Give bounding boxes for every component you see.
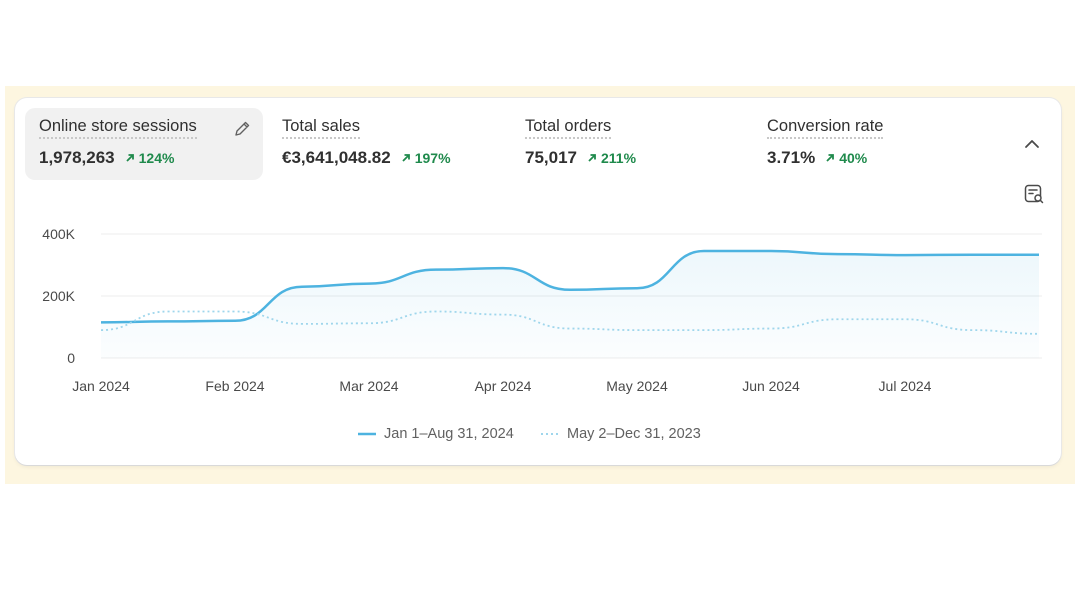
legend-item-previous[interactable]: May 2–Dec 31, 2023: [541, 426, 701, 442]
arrow-up-right-icon: [402, 154, 410, 162]
metric-change: 197%: [401, 150, 451, 166]
x-tick-label: May 2024: [606, 378, 668, 394]
metric-change-value: 211%: [601, 150, 637, 166]
metric-label[interactable]: Online store sessions: [39, 116, 197, 139]
metric-change: 40%: [825, 150, 867, 166]
arrow-up-right-icon: [826, 154, 835, 162]
x-tick-label: Feb 2024: [205, 378, 264, 394]
x-tick-label: Mar 2024: [339, 378, 398, 394]
current-series-area: [101, 251, 1039, 358]
y-tick-label: 400K: [42, 226, 75, 242]
chevron-up-icon[interactable]: [1022, 136, 1042, 152]
x-tick-label: Jul 2024: [879, 378, 932, 394]
metric-change-value: 124%: [138, 150, 175, 166]
metric-change: 124%: [125, 150, 175, 166]
legend-item-current[interactable]: Jan 1–Aug 31, 2024: [358, 426, 514, 442]
solid-line-swatch: [358, 432, 376, 436]
arrow-up-right-icon: [588, 154, 596, 162]
legend-label: May 2–Dec 31, 2023: [567, 426, 701, 442]
x-tick-label: Jun 2024: [742, 378, 800, 394]
metric-value: 75,017: [525, 148, 577, 167]
metric-label[interactable]: Total sales: [282, 116, 360, 139]
pencil-icon[interactable]: [233, 120, 251, 138]
arrow-up-right-icon: [126, 154, 134, 162]
metric-label[interactable]: Conversion rate: [767, 116, 884, 139]
metric-change-value: 197%: [414, 150, 451, 166]
y-tick-label: 0: [67, 350, 75, 366]
chart-legend: Jan 1–Aug 31, 2024 May 2–Dec 31, 2023: [0, 426, 1080, 446]
x-tick-label: Apr 2024: [475, 378, 532, 394]
x-tick-label: Jan 2024: [72, 378, 130, 394]
y-tick-label: 200K: [42, 288, 75, 304]
data-table-icon[interactable]: [1023, 183, 1045, 205]
metric-tab-total-sales[interactable]: Total sales €3,641,048.82 197%: [268, 108, 498, 180]
metric-tab-online-store-sessions[interactable]: Online store sessions 1,978,263 124%: [25, 108, 263, 180]
legend-label: Jan 1–Aug 31, 2024: [384, 426, 514, 442]
metric-change: 211%: [587, 150, 636, 166]
metric-label[interactable]: Total orders: [525, 116, 612, 139]
metric-tab-conversion-rate[interactable]: Conversion rate 3.71% 40%: [753, 108, 983, 180]
metric-value: 3.71%: [767, 148, 816, 167]
metric-value: 1,978,263: [39, 148, 115, 167]
metric-tab-total-orders[interactable]: Total orders 75,017 211%: [511, 108, 741, 180]
metric-value: €3,641,048.82: [282, 148, 391, 167]
metric-change-value: 40%: [839, 150, 868, 166]
dotted-line-swatch: [541, 433, 559, 435]
series-line-current: [100, 249, 1039, 324]
